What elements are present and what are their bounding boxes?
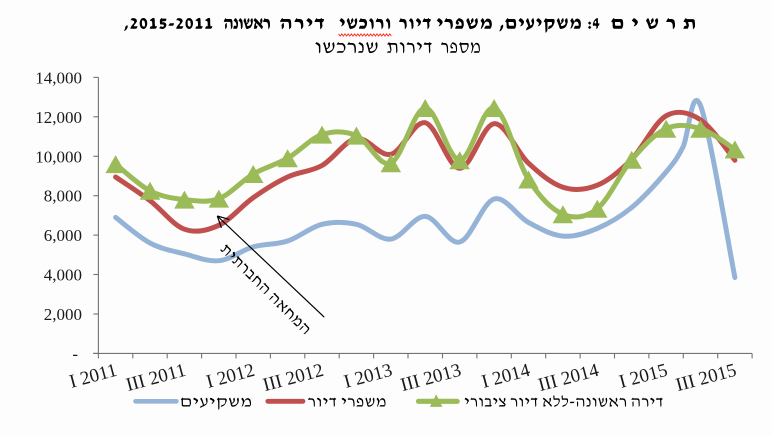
svg-text:-: - — [72, 344, 78, 363]
svg-text:14,000: 14,000 — [35, 68, 82, 87]
svg-text:12,000: 12,000 — [35, 108, 82, 127]
svg-text:8,000: 8,000 — [44, 187, 82, 206]
svg-text:10,000: 10,000 — [35, 147, 82, 166]
svg-text:2,000: 2,000 — [44, 305, 82, 324]
svg-text:4,000: 4,000 — [44, 266, 82, 285]
svg-text:6,000: 6,000 — [44, 226, 82, 245]
